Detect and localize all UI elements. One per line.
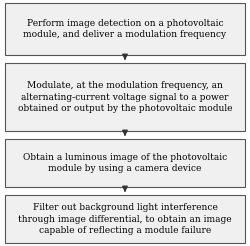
Text: Obtain a luminous image of the photovoltaic
module by using a camera device: Obtain a luminous image of the photovolt… bbox=[23, 153, 227, 173]
Text: Modulate, at the modulation frequency, an
alternating-current voltage signal to : Modulate, at the modulation frequency, a… bbox=[18, 81, 232, 113]
Bar bbox=[5, 195, 245, 243]
Bar bbox=[5, 63, 245, 131]
Text: Filter out background light interference
through image differential, to obtain a: Filter out background light interference… bbox=[18, 203, 232, 235]
Text: Perform image detection on a photovoltaic
module, and deliver a modulation frequ: Perform image detection on a photovoltai… bbox=[24, 19, 226, 39]
Bar bbox=[5, 3, 245, 55]
Bar bbox=[5, 139, 245, 187]
